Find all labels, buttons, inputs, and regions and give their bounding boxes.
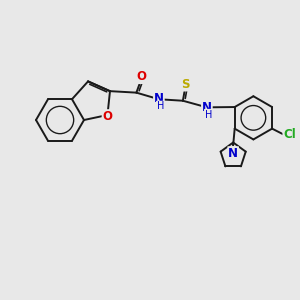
Text: N: N — [228, 147, 238, 160]
Text: Cl: Cl — [283, 128, 296, 141]
Text: O: O — [136, 70, 146, 83]
Text: O: O — [103, 110, 112, 123]
Text: N: N — [154, 92, 164, 105]
Text: H: H — [205, 110, 212, 119]
Text: H: H — [157, 101, 164, 111]
Text: N: N — [202, 100, 212, 113]
Text: S: S — [181, 78, 190, 91]
